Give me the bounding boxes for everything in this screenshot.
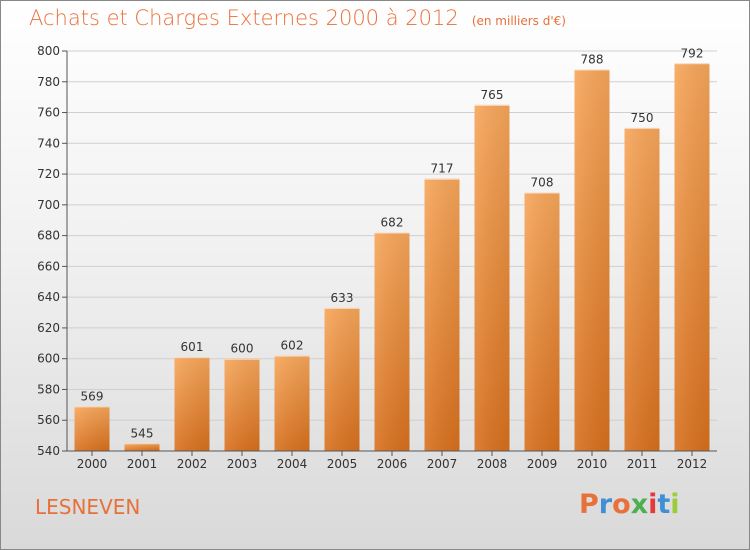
x-tick-label: 2011 [627,457,658,471]
bar-shade [474,104,510,451]
bar-shade [674,63,710,452]
value-label: 717 [431,162,454,176]
value-label: 569 [81,389,104,403]
y-tick-label: 720 [37,167,60,181]
value-label: 750 [631,111,654,125]
logo-letter: x [630,489,649,520]
y-axis-ticks: 540 560 580 600 620 640 660 680 700 720 740 760 780 8… [37,44,67,458]
y-tick-label: 540 [37,444,60,458]
y-tick-label: 680 [37,229,60,243]
x-tick-label: 2009 [527,457,558,471]
x-tick-label: 2010 [577,457,608,471]
bar-shade [374,232,410,451]
y-tick-label: 780 [37,75,60,89]
value-label: 765 [481,88,504,102]
y-tick-label: 560 [37,413,60,427]
logo-letter: t [657,489,671,520]
logo-letter: o [612,489,631,520]
value-label: 708 [531,176,554,190]
value-label: 545 [131,426,154,440]
bar-shade [574,69,610,451]
chart-unit: (en milliers d'€) [471,14,566,28]
y-tick-label: 700 [37,198,60,212]
value-label: 600 [231,342,254,356]
x-axis-ticks: 2000 2001 2002 2003 2004 2005 2006 2007 2008 2009… [77,451,708,471]
y-tick-label: 580 [37,382,60,396]
logo-letter: P [579,489,599,520]
x-tick-label: 2004 [277,457,308,471]
bars [74,63,710,452]
bar-shade [174,357,210,451]
chart-title: Achats et Charges Externes 2000 à 2012 [29,6,459,30]
y-tick-label: 740 [37,136,60,150]
value-label: 633 [331,291,354,305]
y-tick-label: 620 [37,321,60,335]
logo-letter: i [648,489,658,520]
value-label: 602 [281,339,304,353]
bar-shade [424,178,460,451]
y-tick-label: 760 [37,106,60,120]
value-labels: 569 545 601 600 602 633 682 717 765 708 788 750 792 [81,46,704,440]
y-tick-label: 600 [37,352,60,366]
chart-title-block: Achats et Charges Externes 2000 à 2012 (… [29,6,566,30]
value-label: 788 [581,52,604,66]
x-tick-label: 2008 [477,457,508,471]
location-label: LESNEVEN [35,495,141,519]
bar-shade [224,358,260,451]
value-label: 601 [181,340,204,354]
x-tick-label: 2007 [427,457,458,471]
bar-shade [74,406,110,451]
logo-letter: i [670,489,680,520]
logo-letter: r [598,489,613,520]
y-tick-label: 660 [37,259,60,273]
y-tick-label: 640 [37,290,60,304]
bar-shade [524,192,560,452]
value-label: 792 [681,46,704,60]
proxiti-logo[interactable]: Proxiti [579,489,680,520]
x-tick-label: 2003 [227,457,258,471]
x-tick-label: 2006 [377,457,408,471]
x-tick-label: 2012 [677,457,708,471]
x-tick-label: 2000 [77,457,108,471]
value-label: 682 [381,216,404,230]
x-tick-label: 2005 [327,457,358,471]
bar-shade [324,307,360,451]
y-tick-label: 800 [37,44,60,58]
bar-shade [274,355,310,451]
bar-shade [124,443,160,451]
bar-shade [624,127,660,451]
x-tick-label: 2002 [177,457,208,471]
x-tick-label: 2001 [127,457,158,471]
